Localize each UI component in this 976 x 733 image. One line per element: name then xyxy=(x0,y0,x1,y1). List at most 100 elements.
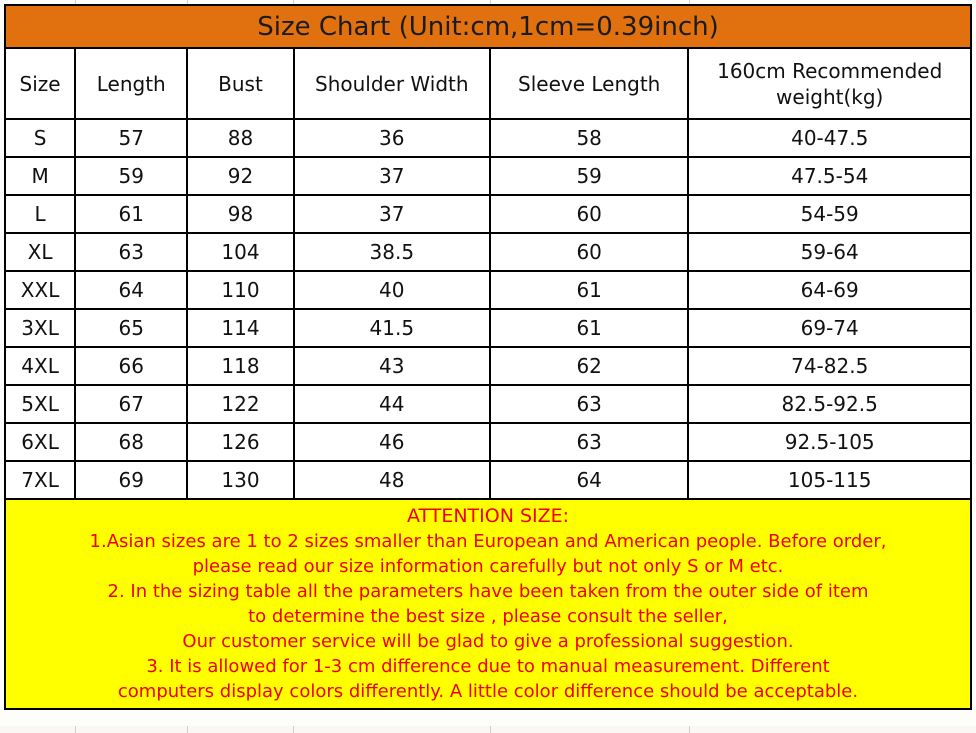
table-cell: 48 xyxy=(292,460,491,500)
table-cell: 46 xyxy=(292,422,491,462)
table-cell: 82.5-92.5 xyxy=(687,384,972,424)
table-cell: 44 xyxy=(292,384,491,424)
table-cell: 36 xyxy=(292,118,491,158)
size-table: Size Length Bust Shoulder Width Sleeve L… xyxy=(3,47,972,500)
column-header-bust: Bust xyxy=(186,47,295,120)
spreadsheet-strip-bottom xyxy=(0,726,976,733)
table-cell: 130 xyxy=(186,460,295,500)
column-header-length: Length xyxy=(74,47,189,120)
attention-line: 1.Asian sizes are 1 to 2 sizes smaller t… xyxy=(89,531,887,552)
table-row: 6XL 68 126 46 63 92.5-105 xyxy=(3,422,972,462)
table-row: 3XL 65 114 41.5 61 69-74 xyxy=(3,308,972,348)
table-cell: 60 xyxy=(488,194,690,234)
attention-lines: 1.Asian sizes are 1 to 2 sizes smaller t… xyxy=(6,529,970,704)
chart-title-bar: Size Chart (Unit:cm,1cm=0.39inch) xyxy=(4,4,972,47)
table-cell: 61 xyxy=(488,270,690,310)
column-header-recommended-weight: 160cm Recommended weight(kg) xyxy=(687,47,972,120)
table-cell: 105-115 xyxy=(687,460,972,500)
spreadsheet-gridline xyxy=(187,0,188,4)
table-cell: 41.5 xyxy=(292,308,491,348)
table-cell: 47.5-54 xyxy=(687,156,972,196)
table-cell: 98 xyxy=(186,194,295,234)
spreadsheet-gridline xyxy=(490,726,491,733)
table-row: M 59 92 37 59 47.5-54 xyxy=(3,156,972,196)
table-cell: 69 xyxy=(74,460,189,500)
spreadsheet-gridline xyxy=(75,726,76,733)
attention-line: please read our size information careful… xyxy=(192,556,784,577)
table-cell: 69-74 xyxy=(687,308,972,348)
spreadsheet-gridline xyxy=(689,0,690,4)
table-cell: 64 xyxy=(74,270,189,310)
table-cell: 62 xyxy=(488,346,690,386)
attention-heading: ATTENTION SIZE: xyxy=(406,505,570,527)
table-cell: 59-64 xyxy=(687,232,972,272)
chart-title: Size Chart (Unit:cm,1cm=0.39inch) xyxy=(257,11,719,42)
table-cell: 40-47.5 xyxy=(687,118,972,158)
table-cell: M xyxy=(3,156,77,196)
table-cell: 104 xyxy=(186,232,295,272)
table-cell: 58 xyxy=(488,118,690,158)
table-cell: 37 xyxy=(292,194,491,234)
table-cell: 38.5 xyxy=(292,232,491,272)
table-cell: 64-69 xyxy=(687,270,972,310)
size-chart: Size Chart (Unit:cm,1cm=0.39inch) Size L… xyxy=(3,4,972,726)
table-cell: 57 xyxy=(74,118,189,158)
table-row: XXL 64 110 40 61 64-69 xyxy=(3,270,972,310)
table-cell: 37 xyxy=(292,156,491,196)
table-cell: 59 xyxy=(488,156,690,196)
table-cell: 43 xyxy=(292,346,491,386)
table-cell: 7XL xyxy=(3,460,77,500)
table-cell: 67 xyxy=(74,384,189,424)
column-header-sleeve-length: Sleeve Length xyxy=(488,47,690,120)
table-cell: 110 xyxy=(186,270,295,310)
table-cell: 65 xyxy=(74,308,189,348)
table-cell: 63 xyxy=(488,384,690,424)
table-cell: 126 xyxy=(186,422,295,462)
header-row: Size Length Bust Shoulder Width Sleeve L… xyxy=(3,47,972,120)
table-cell: 63 xyxy=(74,232,189,272)
table-row: XL 63 104 38.5 60 59-64 xyxy=(3,232,972,272)
table-cell: 59 xyxy=(74,156,189,196)
table-cell: 74-82.5 xyxy=(687,346,972,386)
attention-line: 2. In the sizing table all the parameter… xyxy=(107,581,869,602)
table-cell: 60 xyxy=(488,232,690,272)
table-cell: XL xyxy=(3,232,77,272)
table-cell: 64 xyxy=(488,460,690,500)
attention-line: 3. It is allowed for 1-3 cm difference d… xyxy=(146,656,830,677)
spreadsheet-gridline xyxy=(187,726,188,733)
spreadsheet-gridline xyxy=(75,0,76,4)
table-cell: 61 xyxy=(488,308,690,348)
table-cell: 5XL xyxy=(3,384,77,424)
table-cell: 4XL xyxy=(3,346,77,386)
table-row: S 57 88 36 58 40-47.5 xyxy=(3,118,972,158)
table-cell: 3XL xyxy=(3,308,77,348)
table-cell: 88 xyxy=(186,118,295,158)
table-row: 5XL 67 122 44 63 82.5-92.5 xyxy=(3,384,972,424)
table-cell: XXL xyxy=(3,270,77,310)
spreadsheet-gridline xyxy=(689,726,690,733)
attention-line: to determine the best size , please cons… xyxy=(248,606,728,627)
table-cell: 92 xyxy=(186,156,295,196)
attention-line: computers display colors differently. A … xyxy=(117,681,859,702)
table-cell: 68 xyxy=(74,422,189,462)
table-cell: 122 xyxy=(186,384,295,424)
spreadsheet-gridline xyxy=(490,0,491,4)
column-header-size: Size xyxy=(3,47,77,120)
table-cell: 61 xyxy=(74,194,189,234)
table-cell: 63 xyxy=(488,422,690,462)
table-row: 4XL 66 118 43 62 74-82.5 xyxy=(3,346,972,386)
table-cell: 66 xyxy=(74,346,189,386)
table-row: 7XL 69 130 48 64 105-115 xyxy=(3,460,972,500)
column-header-shoulder-width: Shoulder Width xyxy=(292,47,491,120)
table-cell: 54-59 xyxy=(687,194,972,234)
table-cell: 118 xyxy=(186,346,295,386)
table-cell: 92.5-105 xyxy=(687,422,972,462)
table-cell: L xyxy=(3,194,77,234)
spreadsheet-strip-top xyxy=(0,0,976,4)
table-cell: 114 xyxy=(186,308,295,348)
table-cell: 40 xyxy=(292,270,491,310)
spreadsheet-gridline xyxy=(293,0,294,4)
attention-line: Our customer service will be glad to giv… xyxy=(182,631,794,652)
table-cell: S xyxy=(3,118,77,158)
